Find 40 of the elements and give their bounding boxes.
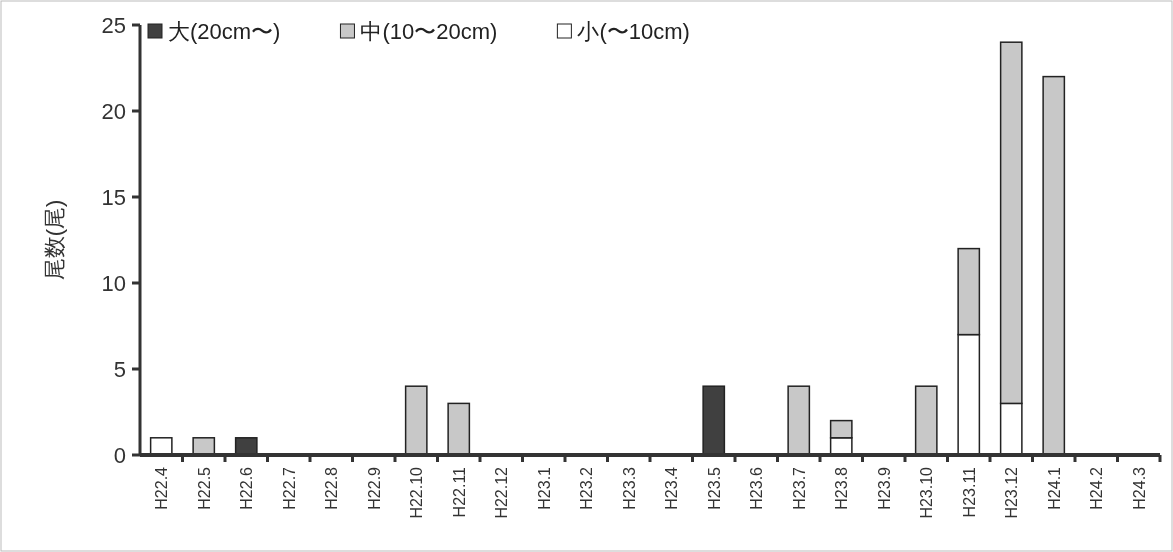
x-tick-label: H23.1 xyxy=(535,466,553,510)
x-tick-label: H24.2 xyxy=(1088,466,1106,510)
x-tick-label: H22.5 xyxy=(195,466,213,510)
x-tick-label: H22.8 xyxy=(323,466,341,510)
bar xyxy=(404,385,428,456)
x-tick-label: H22.11 xyxy=(450,466,468,518)
x-tick-label: H23.3 xyxy=(620,466,638,510)
x-tick-label: H23.4 xyxy=(663,466,681,510)
x-tick-label: H23.12 xyxy=(1003,466,1021,519)
x-tick-label: H23.5 xyxy=(705,466,723,510)
bar xyxy=(914,385,938,456)
x-tick-label: H24.3 xyxy=(1130,466,1148,510)
x-tick-label: H23.10 xyxy=(918,466,936,519)
x-tick-label: H23.7 xyxy=(790,466,808,510)
y-tick-label: 10 xyxy=(101,271,126,296)
legend-label: 中(10〜20cm) xyxy=(360,19,498,44)
y-axis-title: 尾数(尾) xyxy=(42,199,67,281)
y-tick-label: 0 xyxy=(113,443,126,468)
x-tick-label: H23.11 xyxy=(960,466,978,518)
x-tick-label: H22.9 xyxy=(365,466,383,510)
legend-label: 大(20cm〜) xyxy=(168,19,281,44)
x-tick-label: H22.12 xyxy=(493,466,511,519)
bar xyxy=(702,385,726,456)
x-tick-label: H23.6 xyxy=(748,466,766,510)
y-tick-label: 25 xyxy=(101,13,126,38)
y-tick-label: 5 xyxy=(113,357,126,382)
y-tick-label: 15 xyxy=(101,185,126,210)
bar xyxy=(447,402,471,456)
x-tick-label: H22.7 xyxy=(280,466,298,510)
bar xyxy=(787,385,811,456)
x-tick-label: H22.6 xyxy=(238,466,256,510)
x-tick-label: H23.2 xyxy=(578,466,596,510)
x-tick-label: H23.8 xyxy=(833,466,851,510)
legend-label: 小(〜10cm) xyxy=(577,19,690,44)
x-tick-label: H22.4 xyxy=(153,466,171,510)
bar xyxy=(1042,75,1066,456)
x-tick-label: H24.1 xyxy=(1045,466,1063,510)
x-tick-label: H23.9 xyxy=(875,466,893,510)
y-tick-label: 20 xyxy=(101,99,126,124)
x-tick-label: H22.10 xyxy=(408,466,426,519)
